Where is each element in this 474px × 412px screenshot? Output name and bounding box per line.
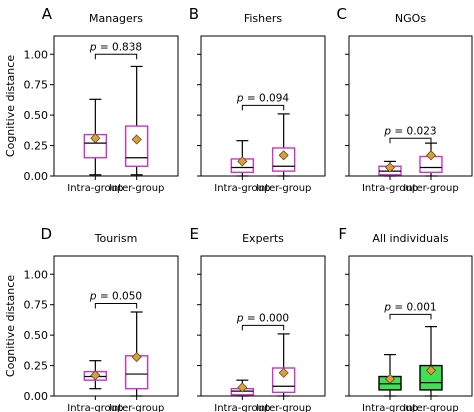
y-tick-label: 0.75 [24, 299, 49, 312]
panel-title: Tourism [94, 232, 138, 245]
axes-frame [348, 255, 473, 397]
y-tick-label: 0.25 [24, 140, 49, 153]
mean-marker [384, 373, 396, 385]
box-inter-group [271, 333, 296, 397]
panel-letter: F [338, 225, 347, 243]
x-tick-label: Intra-group [362, 403, 418, 412]
mean-marker [237, 156, 248, 167]
significance-bracket [94, 53, 138, 60]
p-value-text: = 0.001 [391, 301, 437, 313]
panel-title: Experts [242, 232, 284, 245]
y-tick-label: 0.00 [24, 170, 49, 183]
p-value-text: = 0.838 [97, 41, 143, 53]
p-value-symbol: p [383, 301, 391, 313]
mean-marker [425, 365, 437, 376]
p-value-label: p = 0.094 [236, 92, 290, 104]
p-value-symbol: p [236, 92, 244, 104]
significance-bracket [94, 302, 138, 309]
mean-marker [278, 150, 289, 161]
panel-title: Fishers [244, 12, 283, 25]
panel-letter: B [189, 5, 199, 23]
box-inter-group [124, 65, 149, 176]
box-inter-group [271, 113, 296, 177]
p-value-text: = 0.094 [244, 92, 290, 104]
mean-marker [131, 134, 142, 145]
panel-letter: A [42, 5, 53, 23]
panel-a: A Managers 0.00 0.25 0.50 0.75 1.00 Cognitive d… [4, 5, 179, 194]
box-inter-group [124, 311, 149, 397]
box-iqr [271, 147, 296, 172]
p-value-label: p = 0.001 [383, 301, 436, 313]
x-tick-label: Intra-group [214, 403, 270, 412]
p-value-symbol: p [236, 312, 244, 324]
p-value-text: = 0.050 [97, 290, 143, 302]
p-value-symbol: p [89, 41, 97, 53]
x-tick-label: Intra-group [67, 183, 123, 194]
p-value-label: p = 0.023 [383, 125, 436, 137]
p-value-label: p = 0.050 [89, 290, 142, 302]
mean-marker [384, 162, 396, 173]
axes-frame [53, 35, 179, 177]
p-value-text: = 0.023 [391, 125, 437, 137]
significance-bracket [389, 137, 432, 144]
p-value-label: p = 0.838 [89, 41, 142, 53]
panel-letter: E [190, 225, 199, 243]
panel-title: All individuals [372, 232, 449, 245]
panel-title: NGOs [395, 12, 426, 25]
y-axis-label: Cognitive distance [4, 275, 17, 377]
box-intra-group [83, 360, 108, 390]
axes-frame [200, 255, 326, 397]
panel-letter: C [337, 5, 347, 23]
x-tick-label: Inter-group [256, 183, 311, 194]
box-inter-group [419, 142, 443, 177]
y-tick-label: 0.50 [24, 109, 49, 122]
x-tick-label: Inter-group [403, 403, 458, 412]
x-tick-label: Inter-group [403, 183, 458, 194]
p-value-symbol: p [89, 290, 97, 302]
significance-bracket [241, 104, 285, 111]
axes-frame [200, 35, 326, 177]
y-axis-label: Cognitive distance [4, 55, 17, 157]
box-intra-group [378, 354, 402, 397]
box-inter-group [419, 326, 443, 397]
x-tick-label: Intra-group [67, 403, 123, 412]
mean-marker [425, 150, 437, 161]
panel-letter: D [40, 225, 52, 243]
box-iqr [124, 125, 149, 167]
y-tick-label: 1.00 [24, 268, 49, 281]
x-tick-label: Intra-group [214, 183, 270, 194]
x-tick-label: Intra-group [362, 183, 418, 194]
mean-marker [90, 133, 101, 144]
y-tick-label: 0.75 [24, 79, 49, 92]
x-tick-label: Inter-group [109, 183, 164, 194]
significance-bracket [241, 324, 285, 331]
significance-bracket [389, 313, 432, 320]
panel-d: D Tourism 0.00 0.25 0.50 0.75 1.00 Cognitive di… [4, 225, 179, 412]
mean-marker [131, 351, 142, 363]
x-tick-label: Inter-group [109, 403, 164, 412]
p-value-label: p = 0.000 [236, 312, 289, 324]
panel-title: Managers [89, 12, 143, 25]
mean-marker [237, 382, 248, 393]
x-tick-label: Inter-group [256, 403, 311, 412]
box-intra-group [230, 140, 255, 177]
p-value-text: = 0.000 [244, 312, 290, 324]
mean-marker [278, 367, 289, 378]
box-intra-group [378, 160, 402, 177]
box-intra-group [83, 98, 108, 176]
box-intra-group [230, 379, 255, 397]
p-value-symbol: p [383, 125, 391, 137]
axes-frame [348, 35, 473, 177]
y-tick-label: 1.00 [24, 48, 49, 61]
y-tick-label: 0.25 [24, 360, 49, 373]
y-tick-label: 0.00 [24, 390, 49, 403]
mean-marker [90, 370, 101, 381]
axes-frame [53, 255, 179, 397]
y-tick-label: 0.50 [24, 329, 49, 342]
